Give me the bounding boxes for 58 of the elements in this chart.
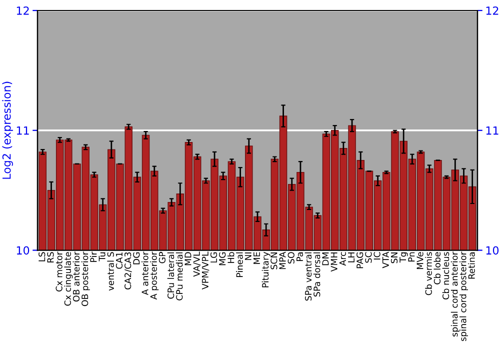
x-tick-label: A anterior	[142, 252, 148, 296]
y-axis-title: Log2 (expression)	[2, 82, 13, 179]
x-tick-label: VMH	[330, 252, 338, 272]
x-tick-label: Cx cingulate	[64, 252, 73, 306]
x-tick-label: MD	[184, 252, 192, 266]
x-tick-label: CA1	[116, 252, 123, 269]
x-tick-label: IC	[374, 252, 380, 260]
x-tick-label: Cb lobe	[434, 252, 441, 284]
x-tick-label: Retina	[468, 252, 475, 279]
x-tick-label: NI	[244, 252, 252, 260]
x-tick-label: Tg	[400, 252, 408, 263]
x-tick-label: SPa ventral	[304, 252, 312, 301]
x-tick-label: Cb nucleus	[442, 252, 450, 300]
x-tick-label: OB posterior	[81, 252, 90, 306]
x-tick-label: VPM/VPL	[202, 252, 210, 290]
y2-tick-label: 10	[486, 246, 499, 255]
x-tick-label: ventral S	[107, 252, 114, 291]
x-tick-label: MG	[219, 252, 226, 266]
x-tick-label: CPu medial	[176, 252, 183, 300]
y2-tick-label: 11	[486, 126, 498, 135]
x-tick-label: VA/VL	[193, 252, 201, 277]
x-tick-label: SN	[390, 252, 398, 264]
x-tick-label: A posterior	[150, 252, 159, 300]
x-tick-label: PAG	[356, 252, 364, 268]
x-tick-label: MPA	[279, 252, 286, 270]
x-tick-label: OB anterior	[72, 252, 80, 302]
x-tick-label: LG	[210, 252, 218, 262]
x-tick-label: DG	[133, 252, 140, 264]
x-tick-label: Hb	[227, 252, 234, 263]
x-tick-label: LS	[38, 252, 46, 262]
x-tick-label: VTA	[382, 252, 389, 268]
y2-tick-label: 12	[486, 6, 498, 15]
x-tick-label: spinal cord anterior	[450, 252, 460, 336]
x-tick-label: spinal cord posterior	[460, 252, 468, 342]
x-tick-label: SO	[288, 252, 294, 264]
x-tick-label: Cb vermis	[425, 252, 432, 296]
x-tick-label: Cx motor	[56, 252, 62, 292]
x-tick-label: Pituitary	[262, 252, 270, 288]
x-tick-label: DM	[322, 252, 329, 266]
x-tick-label: Pineal	[236, 252, 243, 278]
x-tick-label: Pn	[408, 252, 415, 262]
x-tick-label: CPu lateral	[167, 252, 174, 299]
x-tick-label: Pir	[90, 252, 97, 262]
x-tick-label: Arc	[339, 252, 346, 266]
y-tick-label: 12	[16, 6, 29, 15]
x-tick-label: RS	[47, 252, 54, 262]
y-tick-label: 11	[16, 126, 29, 135]
x-tick-label: GP	[158, 252, 166, 264]
x-tick-label: ME	[254, 252, 260, 264]
x-tick-label: Pa	[296, 252, 304, 262]
x-tick-label: SPa dorsal	[313, 252, 320, 296]
x-tick-label: SC	[365, 252, 372, 263]
x-tick-label: SCN	[270, 252, 278, 270]
x-tick-label: CA2/CA3	[124, 252, 132, 290]
x-tick-label: MVe	[416, 252, 424, 270]
y-tick-label: 10	[16, 246, 30, 255]
x-tick-label: Tu	[98, 252, 106, 262]
x-tick-label: LH	[348, 252, 354, 262]
